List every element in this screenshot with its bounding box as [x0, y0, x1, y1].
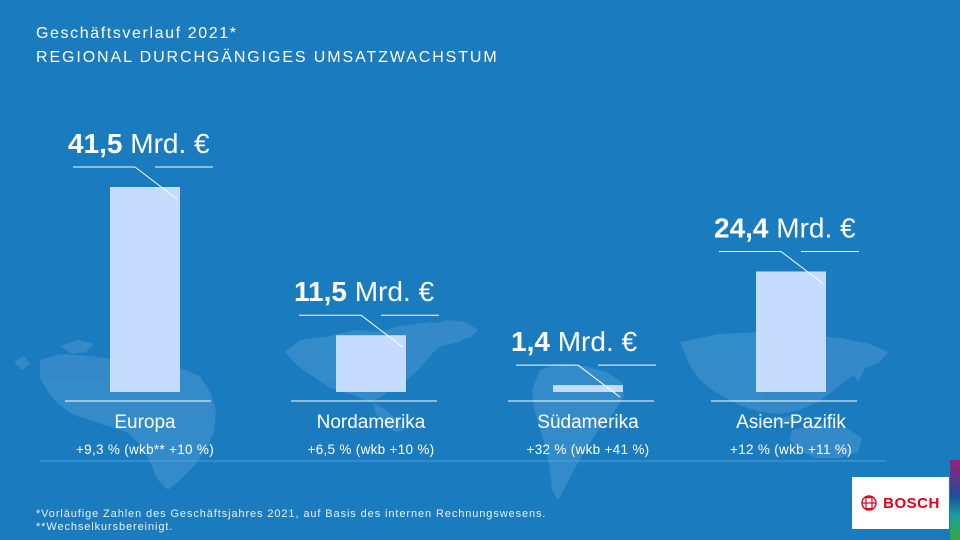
callout-leader-nordamerika [360, 314, 404, 348]
map-australia [790, 424, 862, 458]
map-japan [852, 364, 864, 382]
value-number: 1,4 [511, 326, 550, 357]
map-greenland [430, 320, 478, 340]
growth-label-asien-pazifik: +12 % (wkb +11 %) [730, 442, 852, 457]
category-label-asien-pazifik: Asien-Pazifik [736, 412, 846, 433]
value-label-nordamerika: 11,5 Mrd. € [294, 276, 435, 307]
value-number: 24,4 [714, 212, 769, 243]
bar-europa [110, 187, 180, 392]
footnote-preliminary: *Vorläufige Zahlen des Geschäftsjahres 2… [36, 508, 547, 520]
bar-asien-pazifik [756, 271, 826, 392]
value-unit: Mrd. € [347, 276, 435, 307]
category-label-nordamerika: Nordamerika [317, 412, 426, 433]
growth-label-suedamerika: +32 % (wkb +41 %) [527, 442, 650, 457]
value-unit: Mrd. € [123, 128, 211, 159]
value-unit: Mrd. € [769, 212, 857, 243]
value-label-asien-pazifik: 24,4 Mrd. € [714, 212, 856, 243]
callout-leader-suedamerika [577, 364, 621, 398]
callout-leader-europa [134, 166, 178, 200]
category-label-suedamerika: Südamerika [537, 412, 639, 433]
category-label-europa: Europa [114, 412, 176, 433]
bar-suedamerika [553, 385, 623, 392]
value-number: 41,5 [68, 128, 123, 159]
map-south-america [532, 364, 624, 500]
growth-label-nordamerika: +6,5 % (wkb +10 %) [308, 442, 435, 457]
slide-headline: REGIONAL DURCHGÄNGIGES UMSATZWACHSTUM [36, 49, 499, 66]
map-indonesia [770, 416, 800, 424]
callout-leader-asien-pazifik [780, 251, 824, 284]
brand-edge-stripe [950, 460, 960, 540]
map-west-europe-isles [14, 356, 30, 370]
growth-label-europa: +9,3 % (wkb** +10 %) [76, 442, 214, 457]
bosch-armature-icon [861, 495, 877, 511]
logo-wordmark: BOSCH [883, 494, 940, 512]
bosch-logo: BOSCH [852, 477, 949, 529]
bar-nordamerika [336, 335, 406, 392]
value-label-europa: 41,5 Mrd. € [68, 128, 210, 159]
value-number: 11,5 [294, 276, 347, 307]
value-unit: Mrd. € [550, 326, 638, 357]
map-scandinavia [60, 340, 94, 354]
value-label-suedamerika: 1,4 Mrd. € [511, 326, 637, 357]
footnote-exchange-rate: **Wechselkursbereinigt. [36, 521, 174, 533]
slide-subtitle: Geschäftsverlauf 2021* [36, 25, 238, 42]
map-central-america [372, 402, 404, 432]
